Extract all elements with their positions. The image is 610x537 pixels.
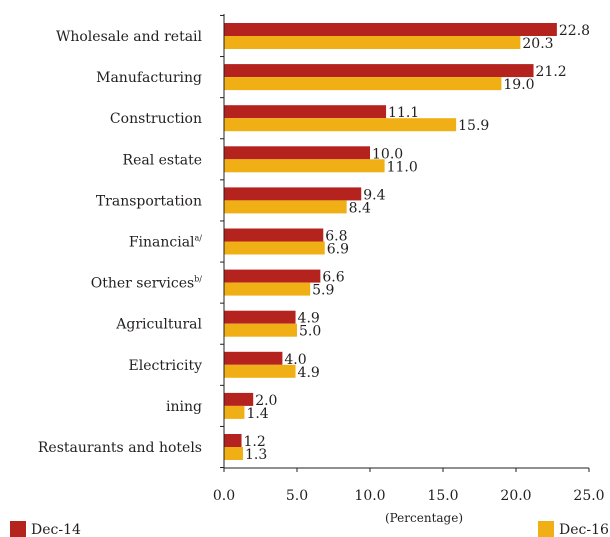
category-label-text: Manufacturing [96,70,202,86]
category-label-text: Transportation [96,193,202,209]
category-label-text: Agricultural [115,317,202,333]
bar-dec-16 [224,405,245,419]
category-labels-layer: Wholesale and retail Manufacturing Constru… [38,29,203,456]
category-label-text: Restaurants and hotels [38,440,202,456]
x-tick-label: 20.0 [500,488,531,504]
category-label: Manufacturing [96,70,202,86]
category-label: Wholesale and retail [56,29,203,45]
bar-dec-14 [224,269,321,283]
category-label-text: Wholesale and retail [56,29,203,45]
value-label: 4.0 [284,352,306,368]
value-label: 8.4 [349,200,371,216]
bar-dec-14 [224,228,324,242]
value-label: 5.9 [312,283,334,299]
bar-dec-14 [224,310,296,324]
category-superscript: b/ [194,275,202,284]
value-label: 6.6 [322,270,344,286]
category-label-text: ining [166,399,202,415]
category-label: Financiala/ [129,234,202,251]
bar-dec-16 [224,447,243,460]
category-label-text: Other services [91,276,194,292]
bar-dec-16 [224,159,385,173]
category-label-text: Electricity [129,358,203,374]
bar-dec-14 [224,434,242,447]
bar-dec-14 [224,64,534,78]
category-label: Electricity [129,358,203,374]
bar-dec-14 [224,23,557,36]
bar-dec-16 [224,364,296,378]
x-tick-label: 15.0 [427,488,458,504]
legend-label: Dec-14 [31,522,81,537]
value-label: 15.9 [458,118,489,134]
value-labels-layer: 22.820.321.219.011.115.910.011.09.48.46.… [244,23,591,463]
value-label: 10.0 [372,146,403,162]
bar-dec-16 [224,282,311,296]
bar-dec-14 [224,392,254,406]
bar-dec-16 [224,241,325,255]
value-label: 11.0 [387,159,418,175]
value-label: 1.3 [245,447,267,463]
x-tick-label: 5.0 [286,488,308,504]
value-label: 2.0 [255,393,277,409]
value-label: 22.8 [559,23,590,39]
value-label: 11.1 [388,105,419,121]
value-label: 1.2 [244,434,266,450]
x-tick-label: 0.0 [213,488,235,504]
category-label: Restaurants and hotels [38,440,202,456]
bars-layer [224,23,557,460]
value-label: 9.4 [363,187,385,203]
x-tick-label: 10.0 [354,488,385,504]
category-label: ining [166,399,202,415]
bar-dec-14 [224,351,283,365]
value-label: 4.9 [298,365,320,381]
value-label: 19.0 [503,77,534,93]
category-label: Agricultural [115,317,202,333]
category-label: Transportation [96,193,202,209]
value-label: 5.0 [299,324,321,340]
bar-dec-16 [224,323,297,337]
category-label-text: Financial [129,235,195,251]
axis-layer: 0.0 5.0 10.0 15.0 20.0 25.0 [213,14,605,504]
value-label: 21.2 [536,64,567,80]
legend-label: Dec-16 [559,522,609,537]
category-label: Construction [110,111,202,127]
legend: Dec-14 Dec-16 [10,521,609,537]
bar-dec-14 [224,146,370,160]
value-label: 20.3 [522,36,553,52]
category-label-text: Real estate [123,152,202,168]
bar-dec-16 [224,77,502,91]
bar-dec-14 [224,187,362,201]
category-label-text: Construction [110,111,202,127]
category-superscript: a/ [195,234,203,243]
bar-dec-16 [224,118,457,132]
legend-swatch-dec-14 [10,521,26,537]
category-label: Real estate [123,152,202,168]
value-label: 6.9 [327,242,349,258]
bar-dec-16 [224,200,347,214]
value-label: 6.8 [325,229,347,245]
value-label: 4.9 [298,311,320,327]
category-label: Other servicesb/ [91,275,203,292]
x-axis-title: (Percentage) [385,511,463,525]
bar-dec-14 [224,105,387,119]
bar-dec-16 [224,36,521,49]
x-tick-label: 25.0 [573,488,604,504]
value-label: 1.4 [246,406,268,422]
legend-swatch-dec-16 [538,521,554,537]
